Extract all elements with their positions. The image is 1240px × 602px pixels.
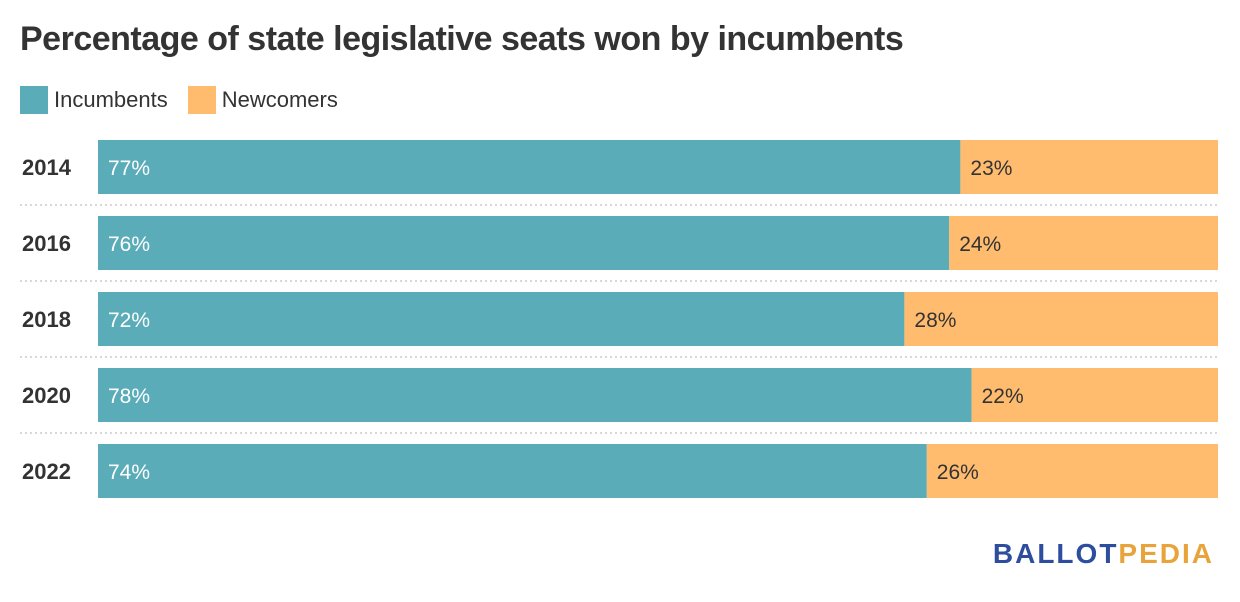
legend-item-incumbents: Incumbents <box>20 86 168 114</box>
bar-newcomers-2014 <box>960 140 1218 194</box>
legend-label-incumbents: Incumbents <box>54 87 168 112</box>
data-label-incumbents-2020: 78% <box>108 385 150 408</box>
ballotpedia-logo: BALLOTPEDIA <box>992 538 1214 569</box>
data-label-incumbents-2022: 74% <box>108 461 150 484</box>
legend-label-newcomers: Newcomers <box>221 87 338 112</box>
category-label-2020: 2020 <box>22 383 71 408</box>
legend: Incumbents Newcomers <box>20 85 358 115</box>
legend-swatch-newcomers <box>187 86 216 114</box>
data-label-incumbents-2018: 72% <box>108 309 150 332</box>
data-label-incumbents-2016: 76% <box>108 233 150 256</box>
category-label-2014: 2014 <box>22 155 72 180</box>
data-label-incumbents-2014: 77% <box>108 157 150 180</box>
bar-incumbents-2014 <box>98 140 961 194</box>
bar-incumbents-2022 <box>98 444 927 498</box>
data-label-newcomers-2016: 24% <box>959 233 1001 256</box>
bar-newcomers-2016 <box>949 216 1218 270</box>
legend-swatch-incumbents <box>20 86 48 114</box>
legend-item-newcomers: Newcomers <box>187 86 338 114</box>
category-label-2016: 2016 <box>22 231 71 256</box>
category-label-2018: 2018 <box>22 307 71 332</box>
bar-incumbents-2018 <box>98 292 905 346</box>
chart-title: Percentage of state legislative seats wo… <box>20 20 904 58</box>
bar-newcomers-2022 <box>926 444 1218 498</box>
data-label-newcomers-2022: 26% <box>937 461 979 484</box>
data-label-newcomers-2018: 28% <box>914 309 956 332</box>
bar-newcomers-2020 <box>971 368 1218 422</box>
data-label-newcomers-2014: 23% <box>970 157 1012 180</box>
bar-incumbents-2016 <box>98 216 950 270</box>
data-label-newcomers-2020: 22% <box>982 385 1024 408</box>
category-label-2022: 2022 <box>22 459 71 484</box>
bar-incumbents-2020 <box>98 368 972 422</box>
bar-newcomers-2018 <box>904 292 1218 346</box>
